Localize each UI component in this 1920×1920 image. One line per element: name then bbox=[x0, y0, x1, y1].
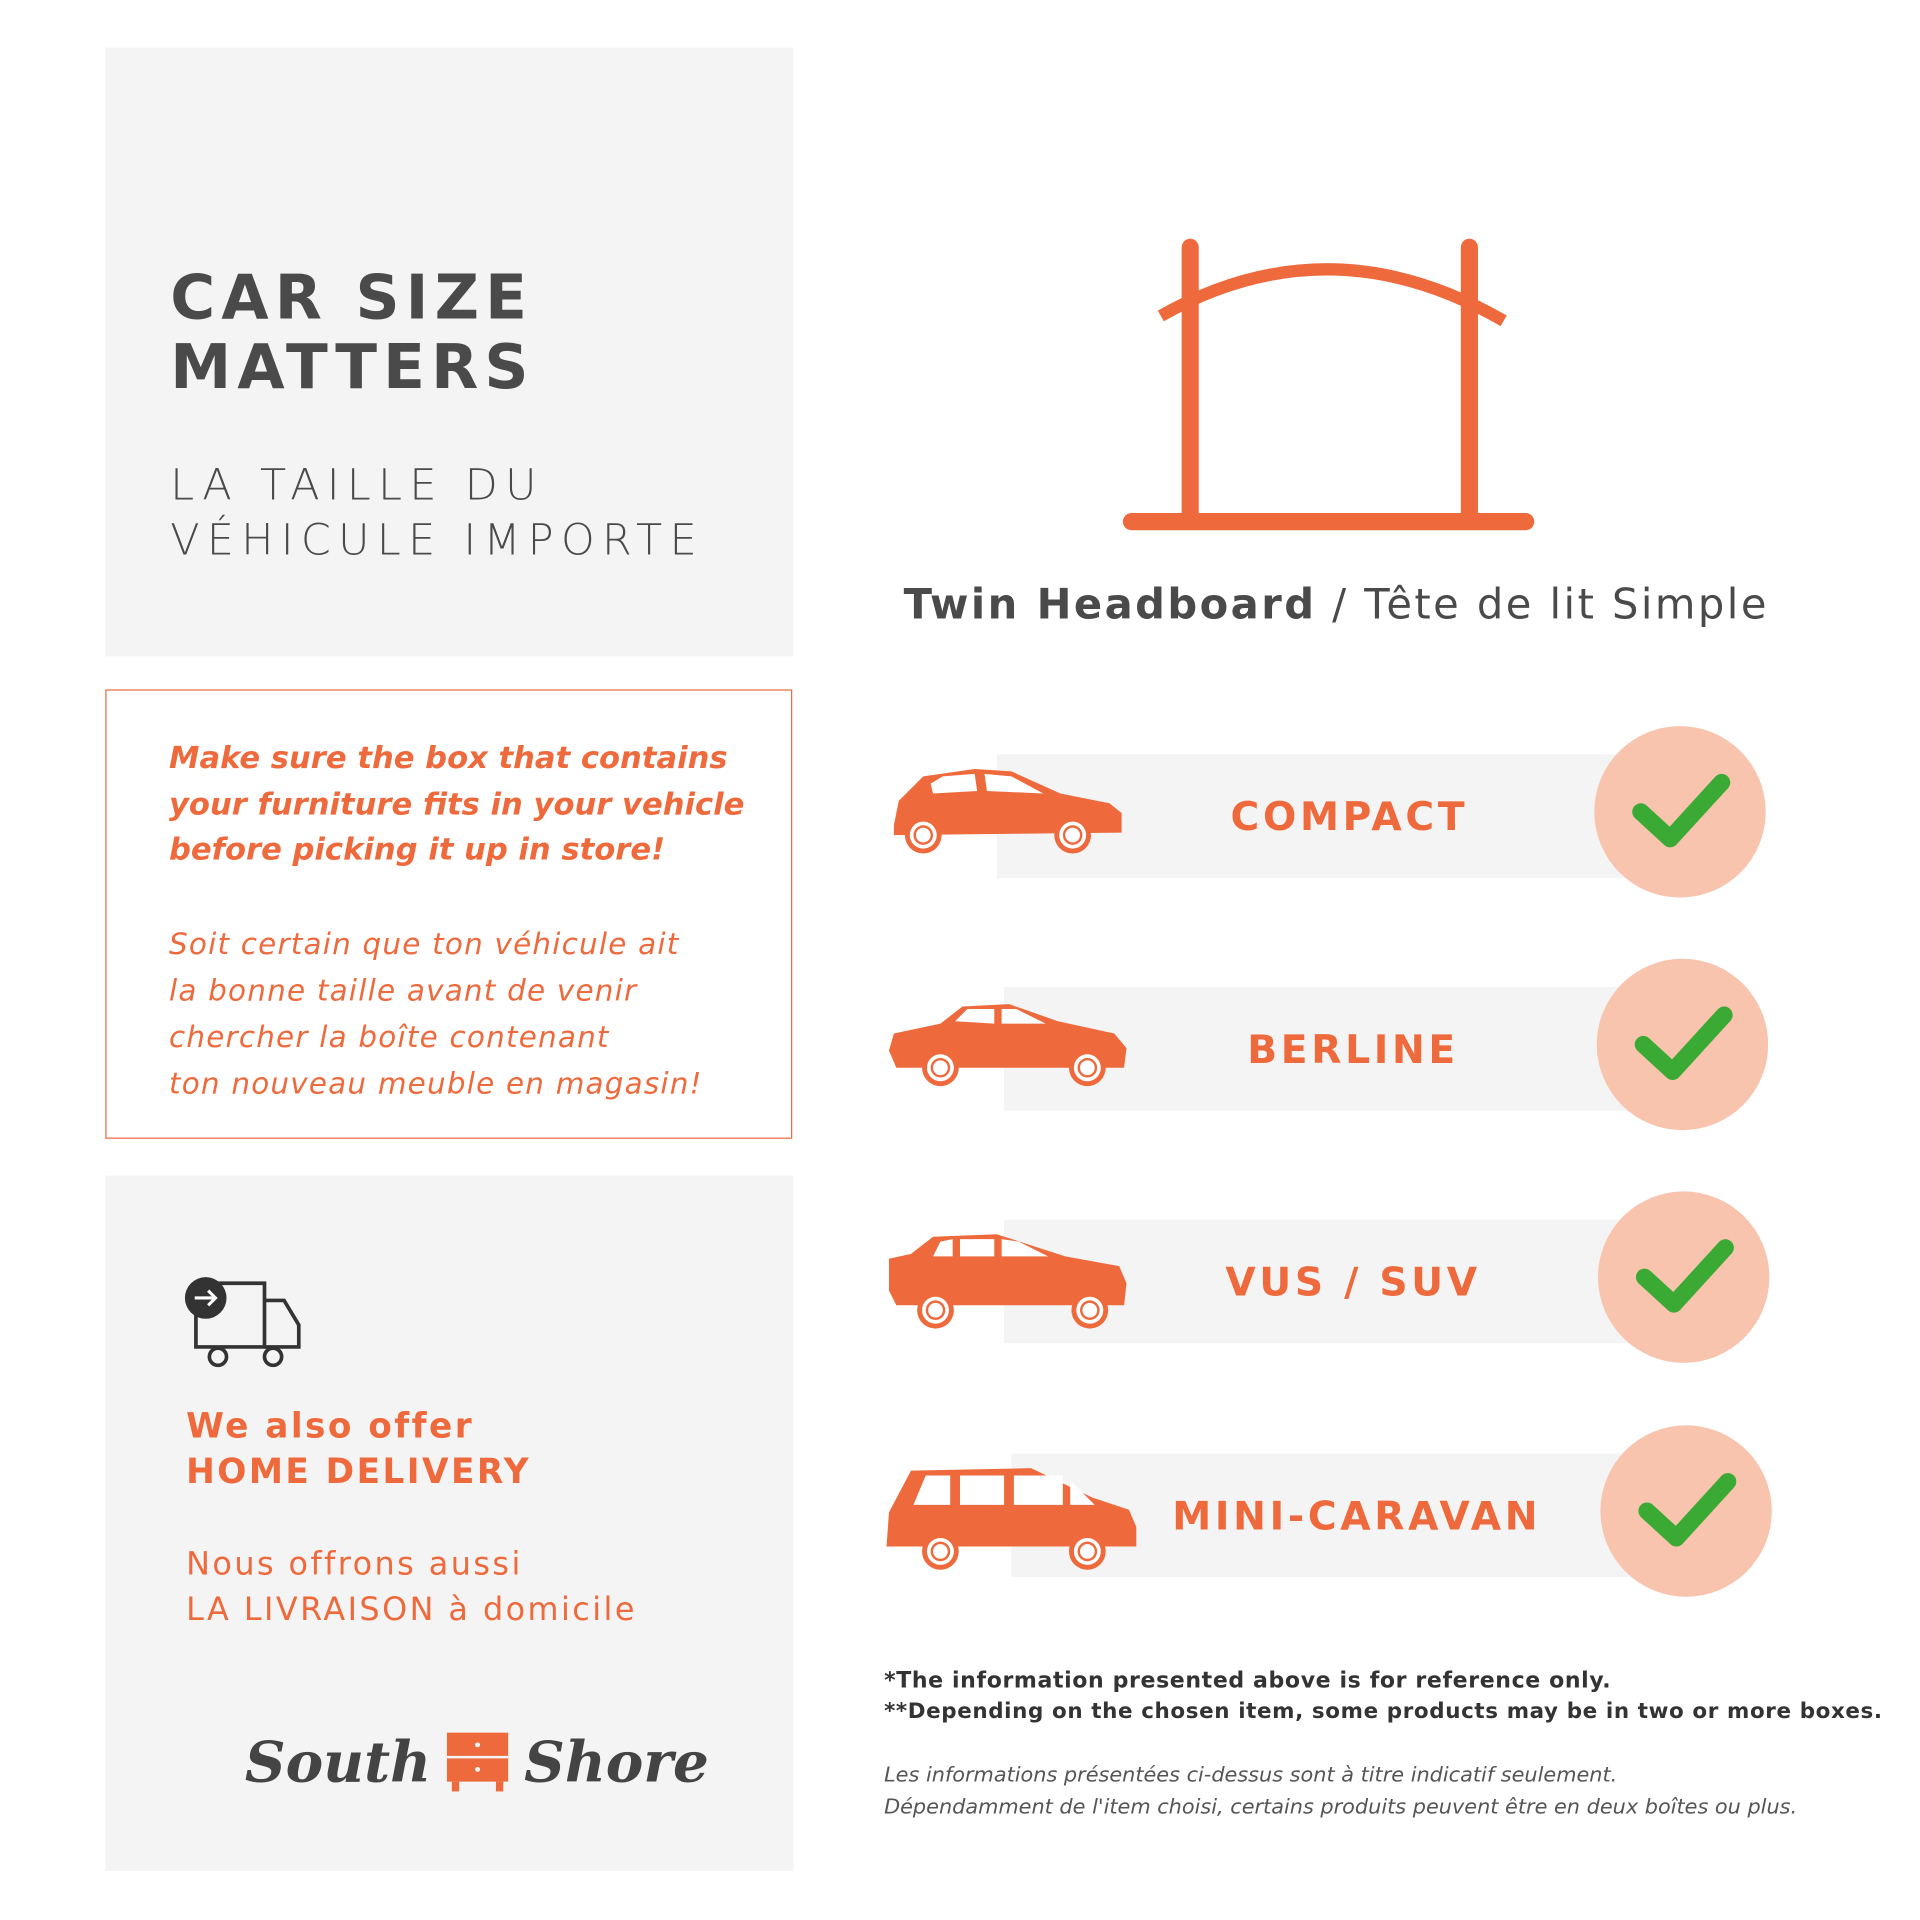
footnote-1: *The information presented above is for … bbox=[884, 1667, 1612, 1694]
check-icon bbox=[1637, 1473, 1736, 1547]
fits-check-badge bbox=[1599, 1425, 1772, 1597]
check-icon bbox=[1632, 773, 1731, 848]
suv-car-icon bbox=[888, 1234, 1127, 1329]
sedan-car-icon bbox=[888, 1004, 1127, 1087]
page-title: CAR SIZE MATTERS bbox=[170, 262, 535, 403]
page-subtitle: LA TAILLE DU VÉHICULE IMPORTE bbox=[170, 461, 705, 566]
notice-en: Make sure the box that contains your furn… bbox=[168, 739, 745, 867]
footnote-fr-1: Les informations présentées ci-dessus so… bbox=[884, 1763, 1618, 1788]
delivery-fr: Nous offrons aussi LA LIVRAISON à domicil… bbox=[186, 1546, 637, 1629]
fits-check-badge bbox=[1597, 1191, 1770, 1363]
footnote-fr-2: Dépendamment de l'item choisi, certains … bbox=[884, 1795, 1798, 1820]
fits-check-badge bbox=[1596, 958, 1768, 1131]
product-name: Twin Headboard / Tête de lit Simple bbox=[903, 580, 1769, 630]
south-shore-logo: South Shore bbox=[244, 1728, 709, 1796]
vehicle-label: VUS / SUV bbox=[1225, 1258, 1481, 1306]
notice-box bbox=[105, 689, 793, 1139]
fits-check-badge bbox=[1594, 726, 1766, 898]
headboard-icon bbox=[1122, 238, 1535, 531]
hatchback-car-icon bbox=[893, 768, 1122, 854]
vehicle-label: BERLINE bbox=[1247, 1026, 1459, 1073]
footnote-2: **Depending on the chosen item, some pro… bbox=[884, 1699, 1883, 1725]
vehicle-label: COMPACT bbox=[1230, 793, 1469, 841]
check-icon bbox=[1635, 1239, 1734, 1313]
notice-fr: Soit certain que ton véhicule ait la bonn… bbox=[168, 926, 703, 1101]
minivan-icon bbox=[886, 1468, 1137, 1570]
vehicle-label: MINI-CARAVAN bbox=[1172, 1492, 1542, 1540]
dresser-icon bbox=[446, 1732, 509, 1792]
delivery-en: We also offer HOME DELIVERY bbox=[186, 1405, 532, 1492]
delivery-truck-icon bbox=[184, 1277, 301, 1368]
title-panel bbox=[105, 47, 794, 657]
check-icon bbox=[1634, 1006, 1733, 1081]
